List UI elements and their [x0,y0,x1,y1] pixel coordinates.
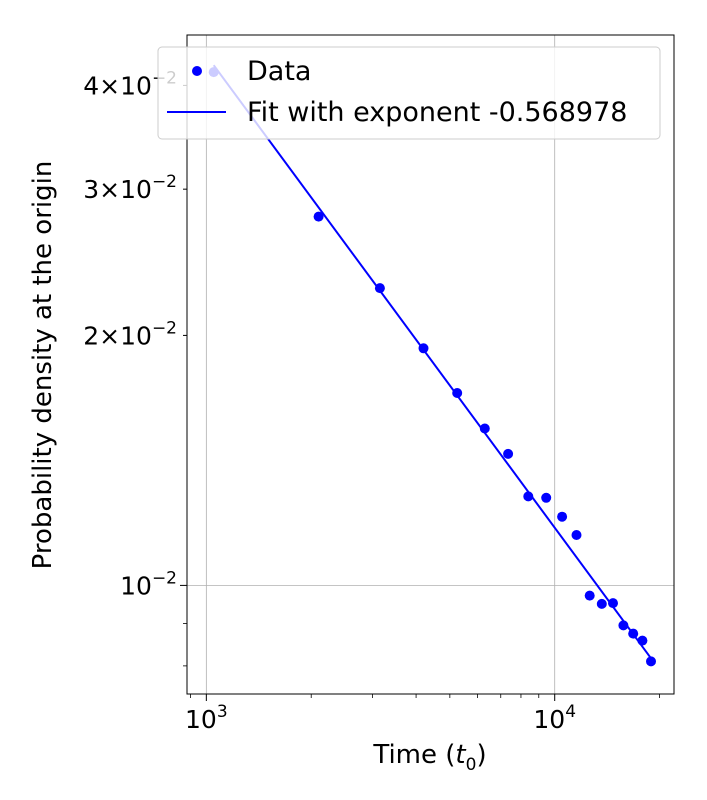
y-tick-label: 2×10−2 [83,318,177,350]
data-point [596,598,607,609]
plot-series [208,64,656,667]
fit-line [212,64,652,659]
y-axis-label: Probability density at the origin [28,161,58,570]
legend-data-label: Data [247,56,311,87]
legend-data-marker [192,66,202,76]
data-point [418,343,429,354]
data-point [479,423,490,434]
y-axis-ticks: 10−22×10−23×10−24×10−2 [83,68,187,600]
data-point [557,511,568,522]
data-point [628,628,639,639]
legend-box [157,46,661,140]
x-tick-label: 103 [185,702,228,734]
data-point [571,530,582,540]
legend-fit-label: Fit with exponent -0.568978 [247,97,627,128]
data-point [374,283,385,294]
data-point [584,590,595,601]
x-axis-label: Time (t0) [372,740,486,775]
legend: Data Fit with exponent -0.568978 [157,46,661,140]
minor-ticks [183,623,660,698]
x-tick-label: 104 [533,702,576,734]
data-point [523,491,534,502]
data-point [541,492,552,503]
y-tick-label: 10−2 [120,568,177,600]
data-point [637,635,648,646]
data-point [313,211,324,222]
data-point [452,388,463,398]
y-tick-label: 3×10−2 [83,172,177,204]
plot-frame [186,34,675,695]
grid-lines [187,35,674,694]
x-axis-ticks: 103 104 [185,694,576,734]
data-point [646,656,656,667]
data-point [503,448,514,459]
data-point [608,598,618,609]
data-point [618,620,629,631]
